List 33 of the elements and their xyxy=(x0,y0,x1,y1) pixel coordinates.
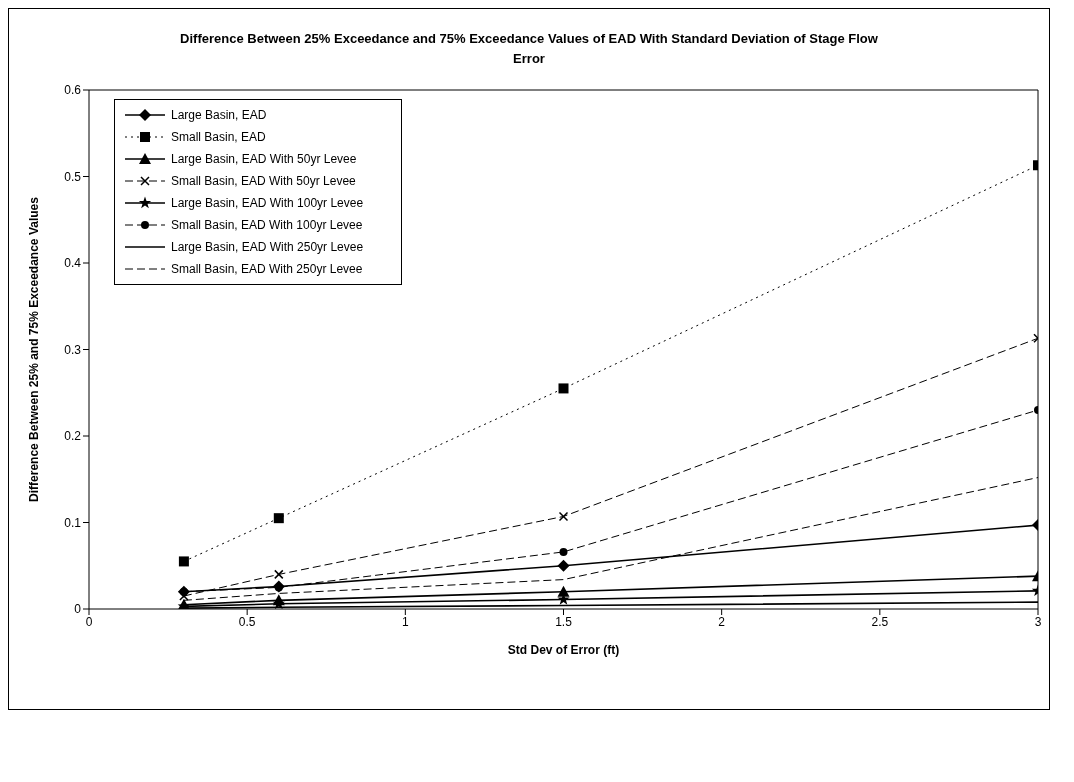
legend-label: Large Basin, EAD xyxy=(171,107,267,124)
legend-label: Large Basin, EAD With 250yr Levee xyxy=(171,239,364,256)
y-tick-label: 0.1 xyxy=(64,515,82,530)
legend-label: Large Basin, EAD With 100yr Levee xyxy=(171,195,364,212)
x-tick-label: 1.5 xyxy=(555,614,573,629)
point xyxy=(557,559,570,572)
chart-title: Difference Between 25% Exceedance and 75% Exceedance Values of EAD With Standard Deviation of Stage Flow Error xyxy=(179,30,879,68)
x-axis-title: Std Dev of Error (ft) xyxy=(507,643,620,657)
point xyxy=(178,556,189,567)
y-tick-label: 0.6 xyxy=(64,83,82,98)
y-tick-label: 0 xyxy=(74,602,82,617)
y-axis-title: Difference Between 25% and 75% Exceedance Values xyxy=(27,196,42,502)
legend-label: Large Basin, EAD With 50yr Levee xyxy=(171,151,357,168)
x-tick-label: 3 xyxy=(1034,614,1042,629)
point xyxy=(558,383,569,394)
point xyxy=(274,569,284,580)
y-tick-label: 0.4 xyxy=(64,256,82,271)
legend-label: Small Basin, EAD With 100yr Levee xyxy=(171,217,363,234)
y-tick-label: 0.3 xyxy=(64,342,82,357)
point xyxy=(557,585,570,597)
x-tick-label: 2.5 xyxy=(871,614,889,629)
legend-label: Small Basin, EAD With 250yr Levee xyxy=(171,261,363,278)
legend-label: Small Basin, EAD xyxy=(171,129,266,146)
x-tick-label: 0 xyxy=(85,614,93,629)
point xyxy=(559,547,568,556)
x-tick-label: 1 xyxy=(401,614,409,629)
point xyxy=(558,511,569,522)
point xyxy=(273,513,284,524)
legend-label: Small Basin, EAD With 50yr Levee xyxy=(171,173,356,190)
y-tick-label: 0.2 xyxy=(64,429,82,444)
y-tick-label: 0.5 xyxy=(64,169,82,184)
x-tick-label: 0.5 xyxy=(238,614,256,629)
x-tick-label: 2 xyxy=(718,614,726,629)
